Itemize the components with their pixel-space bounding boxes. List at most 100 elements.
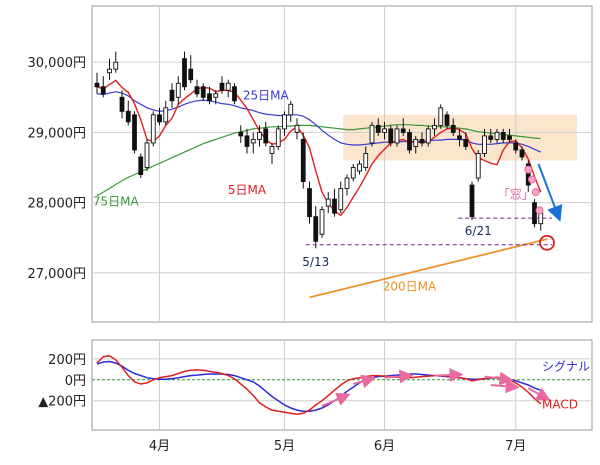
candle-body-59: [463, 138, 469, 147]
price-tick-2: 28,000円: [28, 197, 87, 212]
candle-29: [275, 125, 281, 150]
candle-15: [188, 55, 194, 84]
down-arrow: [537, 163, 563, 222]
candle-41: [350, 164, 356, 182]
candle-24: [244, 128, 250, 154]
candle-30: [282, 111, 287, 136]
candle-18: [207, 86, 212, 105]
candle-body-15: [188, 68, 194, 81]
candle-64: [494, 128, 500, 143]
candle-body-30: [282, 114, 287, 130]
candle-28: [269, 142, 275, 164]
candle-body-7: [138, 156, 144, 175]
candle-body-60: [469, 184, 475, 218]
candle-body-39: [338, 188, 344, 211]
candle-body-54: [432, 124, 437, 130]
ma75-line: [96, 124, 541, 197]
candle-61: [475, 149, 481, 182]
candle-47: [388, 125, 394, 147]
candle-body-16: [194, 86, 200, 95]
candle-body-10: [157, 114, 162, 123]
target-circle: [539, 234, 555, 251]
candle-body-31: [288, 103, 294, 116]
candle-20: [219, 76, 225, 94]
candle-body-69: [525, 163, 531, 186]
candle-body-61: [475, 153, 481, 179]
candle-body-24: [244, 135, 250, 147]
candle-body-67: [513, 142, 519, 151]
candle-53: [425, 125, 431, 147]
gap-marker-2: [531, 188, 540, 197]
macd-trend-arrow-5: [490, 379, 520, 394]
candle-body-0: [94, 82, 100, 88]
candle-25: [250, 132, 256, 154]
candle-body-3: [113, 61, 119, 70]
macd-series-1: [96, 354, 542, 416]
price-tick-1: 29,000円: [28, 126, 87, 141]
candle-body-19: [213, 93, 219, 98]
candle-body-1: [100, 86, 106, 95]
signal-label: シグナル: [542, 360, 590, 374]
candle-34: [307, 181, 312, 224]
macd-tick-0: 200円: [48, 353, 86, 368]
candle-body-17: [200, 86, 206, 98]
candle-body-4: [119, 96, 125, 112]
candle-13: [175, 76, 181, 105]
candle-body-70: [532, 202, 537, 225]
candle-27: [263, 121, 269, 147]
candle-1: [100, 76, 106, 98]
macd-label: MACD: [542, 398, 578, 412]
chart-background: [91, 5, 593, 431]
candle-body-63: [488, 135, 494, 140]
ma200-line: [309, 238, 548, 299]
candle-45: [375, 118, 381, 136]
candle-2: [107, 58, 112, 80]
candle-body-62: [482, 135, 487, 154]
candle-body-48: [394, 128, 400, 144]
candle-body-66: [507, 135, 512, 140]
candle-55: [438, 104, 444, 129]
candle-60: [469, 181, 475, 221]
candle-42: [357, 160, 362, 175]
annotation-1: 75日MA: [93, 194, 140, 208]
candle-54: [432, 118, 437, 136]
candle-52: [419, 132, 425, 147]
annotation-6: 6/21: [465, 224, 492, 238]
candle-51: [413, 135, 419, 154]
candle-body-33: [300, 138, 306, 183]
candle-9: [150, 111, 156, 147]
candle-70: [532, 199, 537, 228]
gap-marker-3: [535, 206, 544, 215]
candle-body-22: [232, 86, 237, 102]
candle-56: [444, 111, 450, 129]
candle-65: [500, 128, 506, 143]
candles: [94, 51, 544, 249]
annotations: 25日MA 75日MA 5日MA 200日MA 「窓」 5/13 6/21: [93, 88, 563, 293]
candle-body-29: [275, 128, 281, 147]
candle-body-21: [225, 82, 231, 91]
candle-body-50: [407, 131, 412, 151]
candle-59: [463, 132, 469, 150]
annotation-5: 5/13: [302, 255, 329, 269]
candle-body-43: [363, 153, 369, 168]
candle-68: [519, 146, 525, 161]
ma5-line: [96, 79, 542, 217]
month-label-1: 5月: [274, 439, 295, 454]
candle-body-23: [238, 131, 244, 137]
candle-body-8: [144, 142, 150, 168]
candle-body-28: [269, 145, 275, 154]
candle-body-18: [207, 93, 212, 102]
month-label-3: 7月: [505, 439, 526, 454]
candle-66: [507, 128, 512, 143]
candle-35: [313, 206, 319, 249]
candle-body-5: [125, 110, 131, 123]
candle-body-13: [175, 82, 181, 98]
candle-26: [257, 125, 262, 147]
candle-body-32: [294, 124, 300, 133]
candle-17: [200, 83, 206, 101]
candle-10: [157, 107, 162, 126]
candle-58: [457, 128, 462, 147]
candle-body-41: [350, 167, 356, 179]
macd-trend-arrow-0: [321, 392, 351, 407]
